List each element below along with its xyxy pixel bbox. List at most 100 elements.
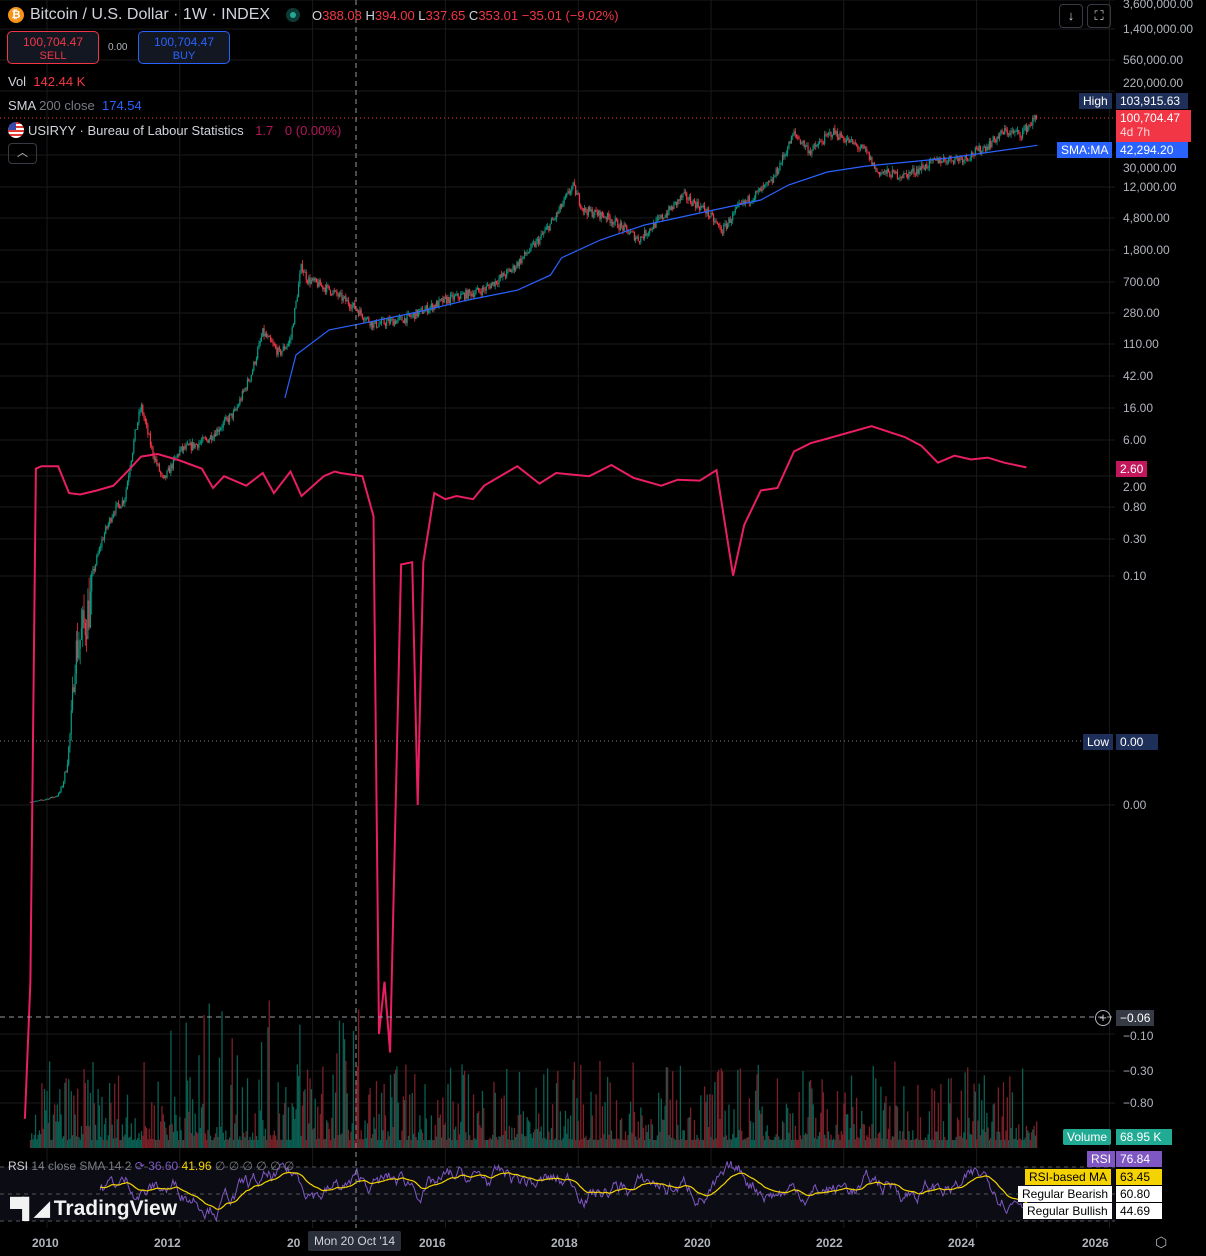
volume-bar bbox=[405, 1064, 407, 1148]
volume-bar bbox=[623, 1139, 625, 1148]
tradingview-logo[interactable]: ▀▌◢ TradingView bbox=[10, 1196, 178, 1221]
candle-body bbox=[502, 272, 504, 277]
bearish-tag-value: 60.80 bbox=[1116, 1186, 1162, 1202]
candle-body bbox=[492, 281, 494, 285]
candle-body bbox=[249, 379, 251, 382]
low-tag-label: Low bbox=[1083, 734, 1114, 750]
volume-bar bbox=[589, 1138, 591, 1148]
rsi-legend[interactable]: RSI 14 close SMA 14 2 ⟳ 36.60 41.96 ∅ ∅ … bbox=[8, 1159, 295, 1173]
volume-bar bbox=[981, 1100, 983, 1148]
volume-bar bbox=[600, 1138, 602, 1148]
candle-body bbox=[762, 185, 764, 187]
candle-body bbox=[114, 513, 116, 515]
candle-body bbox=[698, 206, 701, 211]
candle-body bbox=[923, 167, 925, 170]
candle-body bbox=[168, 467, 171, 474]
volume-bar bbox=[332, 1074, 334, 1148]
volume-bar bbox=[301, 1105, 304, 1148]
candle-body bbox=[156, 458, 158, 465]
sma-legend[interactable]: SMA 200 close 174.54 bbox=[8, 98, 142, 113]
volume-bar bbox=[866, 1135, 868, 1148]
candle-body bbox=[548, 226, 550, 231]
candle-body bbox=[59, 791, 61, 794]
volume-bar bbox=[688, 1117, 690, 1148]
add-alert-plus-icon[interactable]: + bbox=[1095, 1010, 1111, 1026]
volume-bar bbox=[1013, 1139, 1015, 1148]
volume-bar bbox=[914, 1139, 917, 1148]
volume-bar bbox=[198, 1055, 200, 1148]
candle-body bbox=[755, 191, 757, 199]
candle-body bbox=[218, 430, 220, 433]
volume-bar bbox=[887, 1128, 890, 1148]
bullish-tag-value: 44.69 bbox=[1116, 1203, 1162, 1219]
candle-body bbox=[278, 347, 280, 350]
volume-bar bbox=[970, 1134, 973, 1148]
volume-bar bbox=[92, 1061, 94, 1148]
candle-body bbox=[600, 211, 602, 220]
volume-bar bbox=[333, 1138, 336, 1148]
compare-legend[interactable]: USIRYY · Bureau of Labour Statistics 1.7… bbox=[8, 122, 341, 138]
volume-bar bbox=[83, 1069, 85, 1148]
volume-bar bbox=[74, 1114, 76, 1148]
volume-bar bbox=[121, 1124, 124, 1148]
price-axis-tick: 0.80 bbox=[1123, 500, 1147, 514]
volume-bar bbox=[317, 1106, 319, 1148]
volume-bar bbox=[111, 1124, 113, 1148]
volume-bar bbox=[947, 1078, 950, 1148]
last-price-tag: 100,704.47 4d 7h bbox=[1116, 110, 1191, 142]
volume-bar bbox=[163, 1121, 166, 1148]
candle-body bbox=[998, 134, 1001, 139]
rsi-ma-tag-label: RSI-based MA bbox=[1025, 1169, 1112, 1185]
candle-body bbox=[568, 191, 570, 194]
scroll-to-latest-button[interactable]: ↓ bbox=[1059, 4, 1083, 28]
candle-body bbox=[946, 162, 948, 164]
candle-body bbox=[212, 438, 214, 441]
volume-bar bbox=[223, 1139, 226, 1148]
settings-hexagon-icon[interactable]: ⬡ bbox=[1155, 1234, 1168, 1250]
candle-body bbox=[922, 164, 924, 168]
candle-body bbox=[148, 434, 150, 435]
volume-bar bbox=[926, 1139, 928, 1148]
volume-bar bbox=[527, 1120, 530, 1148]
volume-bar bbox=[824, 1134, 826, 1148]
candle-body bbox=[272, 342, 274, 344]
candle-body bbox=[619, 222, 621, 230]
candle-body bbox=[973, 155, 975, 157]
candle-body bbox=[516, 262, 518, 268]
volume-bar bbox=[649, 1139, 651, 1148]
volume-bar bbox=[380, 1092, 383, 1148]
volume-bar bbox=[889, 1105, 891, 1148]
volume-bar bbox=[764, 1139, 766, 1148]
volume-bar bbox=[364, 1120, 366, 1148]
sell-button[interactable]: 100,704.47 SELL bbox=[7, 31, 99, 64]
volume-bar bbox=[590, 1091, 592, 1148]
candle-body bbox=[254, 361, 256, 364]
symbol-legend[interactable]: ₿ Bitcoin / U.S. Dollar · 1W · INDEX bbox=[8, 6, 301, 24]
candle-body bbox=[78, 648, 80, 659]
candle-body bbox=[41, 799, 43, 801]
candle-body bbox=[160, 471, 162, 474]
volume-bar bbox=[389, 1074, 392, 1148]
volume-bar bbox=[226, 1139, 228, 1148]
candle-body bbox=[134, 429, 136, 441]
fullscreen-button[interactable]: ⛶ bbox=[1087, 4, 1111, 28]
volume-bar bbox=[379, 1140, 381, 1148]
volume-bar bbox=[864, 1139, 867, 1148]
candle-body bbox=[469, 289, 471, 293]
volume-bar bbox=[645, 1125, 647, 1148]
candle-body bbox=[907, 173, 909, 178]
candle-body bbox=[647, 232, 650, 235]
candle-body bbox=[383, 319, 385, 324]
volume-bar bbox=[720, 1068, 722, 1148]
candle-body bbox=[659, 217, 661, 219]
volume-bar bbox=[443, 1124, 445, 1148]
volume-bar bbox=[931, 1088, 933, 1148]
candle-body bbox=[739, 202, 741, 204]
candle-body bbox=[536, 238, 538, 241]
volume-legend[interactable]: Vol 142.44 K bbox=[8, 74, 86, 89]
candle-body bbox=[887, 169, 890, 172]
candle-body bbox=[867, 151, 869, 153]
collapse-legend-button[interactable]: ︿ bbox=[8, 143, 37, 164]
buy-button[interactable]: 100,704.47 BUY bbox=[138, 31, 230, 64]
